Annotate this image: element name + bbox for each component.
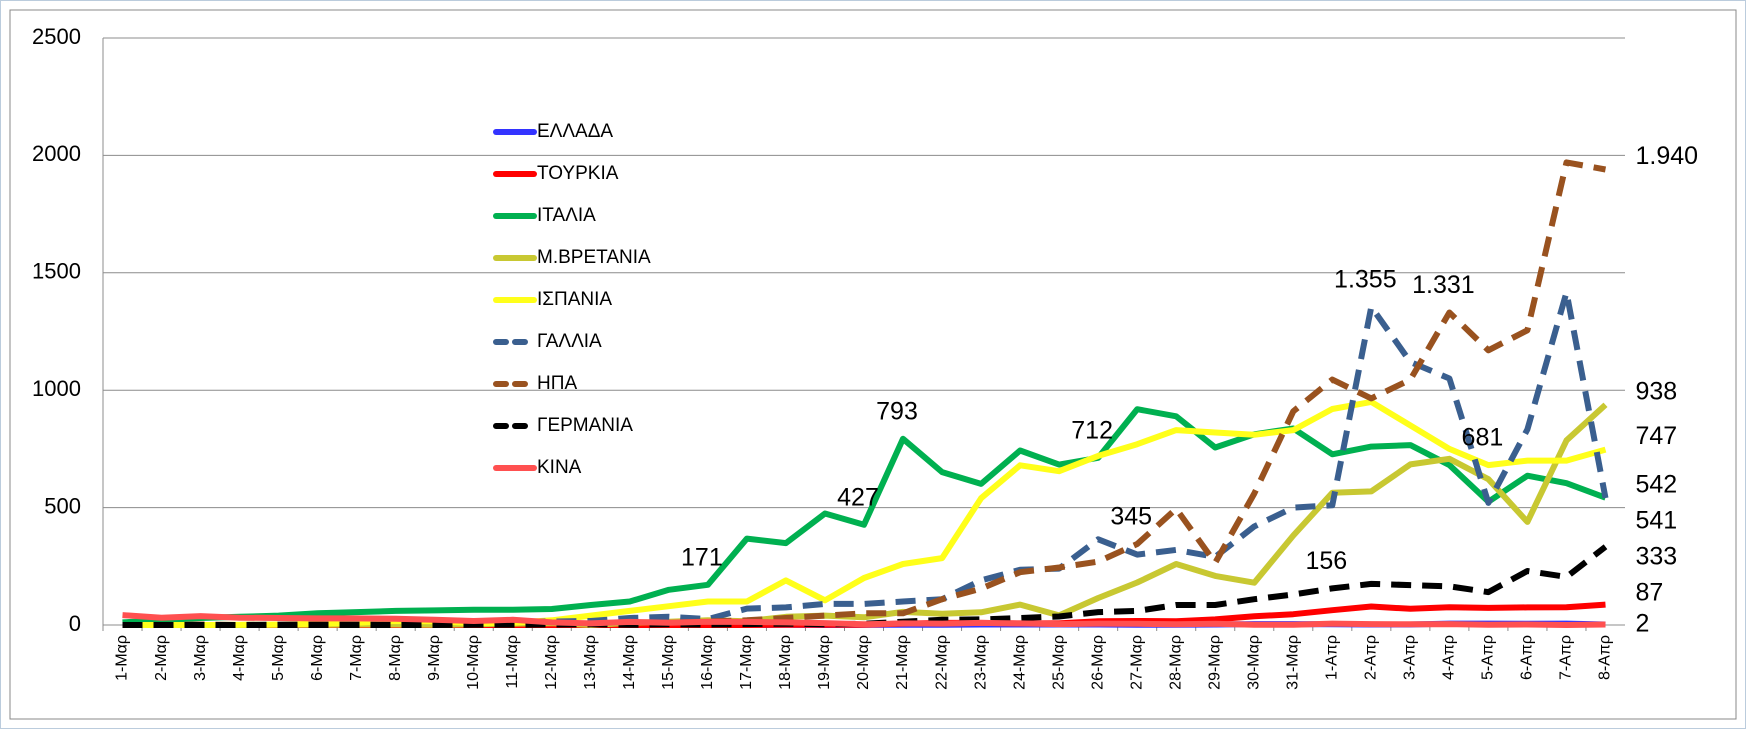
y-tick-label: 1000 [32,376,81,401]
x-tick-label: 3-Απρ [1402,635,1419,680]
legend-label: ΙΣΠΑΝΙΑ [537,289,612,310]
legend-label: ΕΛΛΑΔΑ [537,121,613,142]
series-line [122,159,1607,628]
data-label: 747 [1635,422,1677,450]
x-tick-label: 11-Μαρ [504,635,521,689]
y-tick-label: 1500 [32,259,81,284]
x-tick-label: 20-Μαρ [855,635,872,690]
x-tick-label: 24-Μαρ [1011,635,1028,690]
x-tick-label: 27-Μαρ [1128,635,1145,690]
x-tick-label: 9-Μαρ [426,635,443,681]
x-tick-label: 13-Μαρ [582,635,599,690]
x-tick-label: 3-Μαρ [192,635,209,681]
data-label: 345 [1110,503,1152,531]
legend-label: ΚΙΝΑ [537,457,582,478]
legend-label: Μ.ΒΡΕΤΑΝΙΑ [537,247,651,268]
data-label: 681 [1462,424,1504,452]
x-tick-label: 2-Μαρ [153,635,170,681]
data-label: 1.331 [1412,271,1475,299]
data-label: 171 [681,543,723,571]
x-tick-label: 8-Απρ [1597,635,1614,680]
data-label: 938 [1635,377,1677,405]
x-tick-label: 6-Μαρ [309,635,326,681]
x-tick-label: 18-Μαρ [777,635,794,690]
x-tick-label: 16-Μαρ [699,635,716,690]
data-label: 333 [1635,542,1677,570]
x-tick-label: 29-Μαρ [1206,635,1223,690]
x-tick-label: 22-Μαρ [933,635,950,690]
x-tick-label: 26-Μαρ [1089,635,1106,690]
y-tick-label: 2000 [32,141,81,166]
x-tick-label: 4-Απρ [1441,635,1458,680]
data-label: 156 [1305,547,1347,575]
x-tick-label: 4-Μαρ [231,635,248,681]
x-tick-label: 17-Μαρ [738,635,755,690]
data-label: 1.940 [1635,142,1698,170]
x-tick-label: 14-Μαρ [621,635,638,690]
x-tick-label: 5-Μαρ [270,635,287,681]
legend-label: ΤΟΥΡΚΙΑ [537,163,619,184]
x-tick-label: 15-Μαρ [660,635,677,690]
legend-label: ΓΑΛΛΙΑ [537,331,602,352]
x-tick-label: 25-Μαρ [1050,635,1067,690]
data-label: 87 [1635,578,1663,606]
x-tick-label: 2-Απρ [1363,635,1380,680]
x-tick-label: 5-Απρ [1480,635,1497,680]
series-line [122,289,1609,628]
x-tick-label: 31-Μαρ [1285,635,1302,690]
x-tick-label: 8-Μαρ [387,635,404,681]
data-label: 793 [876,397,918,425]
x-tick-label: 12-Μαρ [543,635,560,690]
x-tick-label: 1-Μαρ [114,635,131,681]
x-tick-label: 7-Μαρ [348,635,365,681]
series-line [122,612,1606,628]
x-tick-label: 21-Μαρ [894,635,911,690]
x-tick-label: 1-Απρ [1324,635,1341,680]
x-tick-label: 30-Μαρ [1245,635,1262,690]
x-tick-label: 23-Μαρ [972,635,989,690]
series-line [122,406,1607,626]
x-tick-label: 6-Απρ [1519,635,1536,680]
x-tick-label: 28-Μαρ [1167,635,1184,690]
data-label: 541 [1635,506,1677,534]
data-label: 1.355 [1334,265,1397,293]
data-label: 427 [837,483,879,511]
data-label: 2 [1635,610,1649,638]
y-tick-label: 2500 [32,24,81,49]
x-tick-label: 10-Μαρ [465,635,482,690]
data-label: 542 [1635,470,1677,498]
x-tick-label: 7-Απρ [1558,635,1575,680]
legend-label: ΓΕΡΜΑΝΙΑ [537,415,633,436]
y-tick-label: 0 [69,611,81,636]
y-tick-label: 500 [44,493,81,518]
legend-label: ΗΠΑ [537,373,577,394]
legend-label: ΙΤΑΛΙΑ [537,205,596,226]
data-label: 712 [1071,416,1113,444]
series-line [122,398,1607,628]
x-tick-label: 19-Μαρ [816,635,833,690]
